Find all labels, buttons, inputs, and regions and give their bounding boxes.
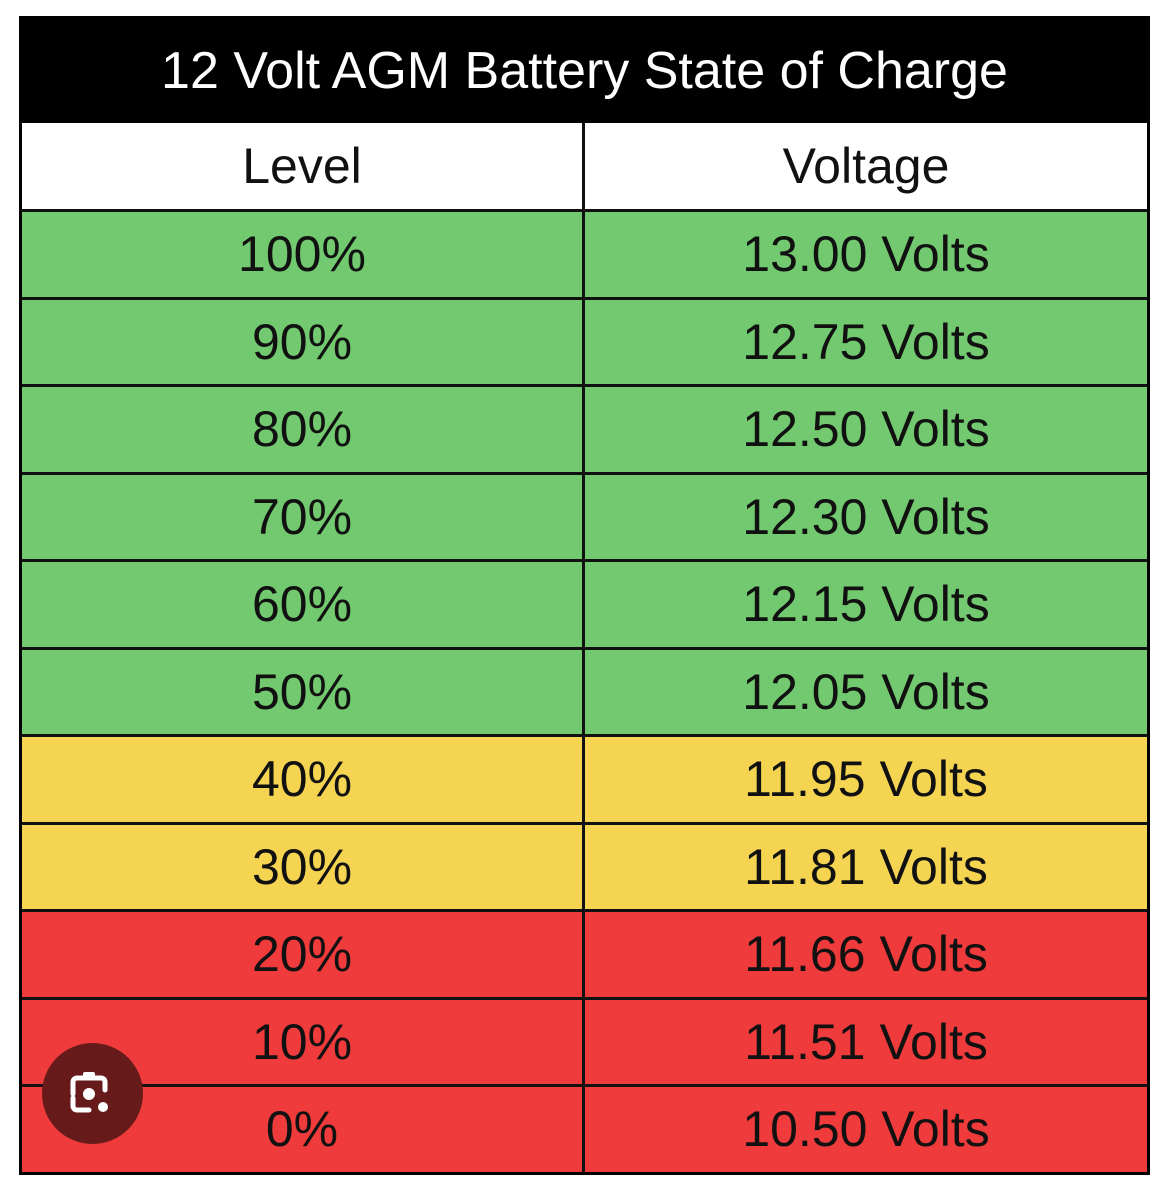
level-cell: 20%: [22, 912, 585, 997]
level-cell: 90%: [22, 299, 585, 384]
table-row: 100% 13.00 Volts: [22, 209, 1147, 297]
level-cell: 80%: [22, 387, 585, 472]
level-cell: 60%: [22, 562, 585, 647]
level-cell: 40%: [22, 737, 585, 822]
level-cell: 70%: [22, 474, 585, 559]
voltage-cell: 12.75 Volts: [585, 299, 1147, 384]
table-row: 60% 12.15 Volts: [22, 559, 1147, 647]
table-title: 12 Volt AGM Battery State of Charge: [22, 19, 1147, 123]
voltage-cell: 13.00 Volts: [585, 212, 1147, 297]
lens-camera-icon[interactable]: [42, 1043, 143, 1144]
charge-table: 12 Volt AGM Battery State of Charge Leve…: [19, 16, 1150, 1175]
voltage-cell: 10.50 Volts: [585, 1087, 1147, 1172]
level-cell: 100%: [22, 212, 585, 297]
voltage-cell: 11.81 Volts: [585, 824, 1147, 909]
table-row: 90% 12.75 Volts: [22, 296, 1147, 384]
table-row: 0% 10.50 Volts: [22, 1084, 1147, 1172]
table-row: 10% 11.51 Volts: [22, 996, 1147, 1084]
voltage-cell: 11.51 Volts: [585, 999, 1147, 1084]
level-cell: 30%: [22, 824, 585, 909]
voltage-cell: 11.95 Volts: [585, 737, 1147, 822]
level-cell: 50%: [22, 649, 585, 734]
table-row: 30% 11.81 Volts: [22, 821, 1147, 909]
voltage-cell: 12.15 Volts: [585, 562, 1147, 647]
table-row: 20% 11.66 Volts: [22, 909, 1147, 997]
header-row: Level Voltage: [22, 123, 1147, 209]
lens-camera-glyph: [70, 1071, 108, 1112]
table-row: 40% 11.95 Volts: [22, 734, 1147, 822]
voltage-cell: 11.66 Volts: [585, 912, 1147, 997]
voltage-cell: 12.30 Volts: [585, 474, 1147, 559]
table-body: 100% 13.00 Volts 90% 12.75 Volts 80% 12.50 Vo…: [22, 209, 1147, 1172]
voltage-cell: 12.05 Volts: [585, 649, 1147, 734]
table-row: 80% 12.50 Volts: [22, 384, 1147, 472]
table-row: 70% 12.30 Volts: [22, 471, 1147, 559]
header-voltage: Voltage: [585, 123, 1147, 209]
voltage-cell: 12.50 Volts: [585, 387, 1147, 472]
header-level: Level: [22, 123, 585, 209]
table-row: 50% 12.05 Volts: [22, 646, 1147, 734]
